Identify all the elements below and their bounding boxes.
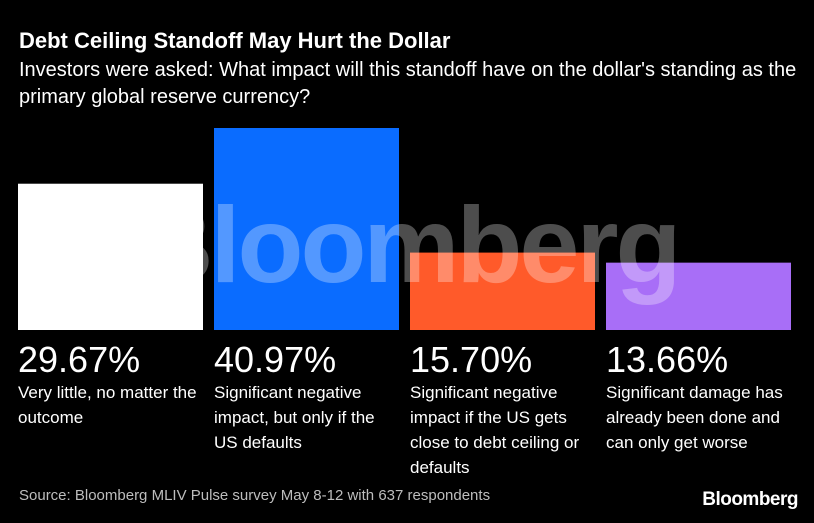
chart-title: Debt Ceiling Standoff May Hurt the Dolla… — [19, 28, 451, 53]
chart-subtitle: Investors were asked: What impact will t… — [19, 59, 797, 108]
value-label-2: 40.97% — [214, 339, 337, 380]
category-label-2: Significant negative impact, but only if… — [214, 383, 375, 452]
bar-1 — [18, 183, 203, 330]
bar-4 — [606, 262, 791, 330]
bloomberg-logo: Bloomberg — [702, 489, 798, 510]
category-label-4: Significant damage has already been done… — [606, 383, 783, 452]
bar-3 — [410, 252, 595, 330]
category-label-1: Very little, no matter the outcome — [18, 383, 197, 427]
bloomberg-watermark: Bloomberg — [135, 184, 681, 305]
source-note: Source: Bloomberg MLIV Pulse survey May … — [19, 487, 491, 504]
category-label-3: Significant negative impact if the US ge… — [410, 383, 580, 477]
bar-2 — [214, 128, 399, 330]
value-label-3: 15.70% — [410, 339, 533, 380]
value-label-4: 13.66% — [606, 339, 729, 380]
value-label-1: 29.67% — [18, 339, 141, 380]
